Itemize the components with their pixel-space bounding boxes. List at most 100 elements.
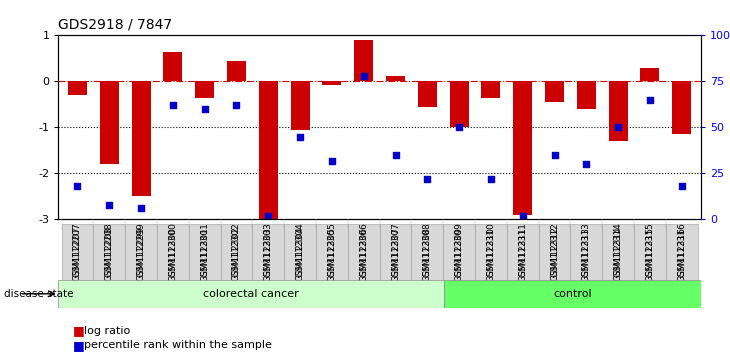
Text: log ratio: log ratio (84, 326, 130, 336)
Bar (291, 81, 310, 130)
Bar (412, 224, 443, 280)
Bar (577, 81, 596, 109)
Text: GSM112316: GSM112316 (677, 222, 686, 278)
Text: GSM112312: GSM112312 (550, 227, 559, 281)
Text: GSM112299: GSM112299 (137, 222, 145, 277)
Bar (100, 81, 119, 164)
Text: GSM112315: GSM112315 (645, 222, 654, 278)
Text: GDS2918 / 7847: GDS2918 / 7847 (58, 18, 172, 32)
Point (326, 158, 338, 164)
Point (104, 202, 115, 207)
Bar (58, 280, 444, 308)
Text: GSM112307: GSM112307 (391, 222, 400, 278)
Bar (386, 76, 405, 81)
Point (421, 176, 433, 182)
Point (199, 106, 210, 112)
Text: GSM112309: GSM112309 (455, 227, 464, 281)
Bar (323, 81, 342, 85)
Bar (61, 224, 93, 280)
Text: GSM112301: GSM112301 (200, 227, 210, 281)
Text: GSM112311: GSM112311 (518, 227, 527, 281)
Point (517, 213, 529, 219)
Text: GSM112309: GSM112309 (455, 222, 464, 278)
Text: GSM112314: GSM112314 (614, 227, 623, 281)
Text: ■: ■ (73, 325, 85, 337)
Bar (634, 224, 666, 280)
Text: GSM112304: GSM112304 (296, 227, 304, 281)
Text: GSM112305: GSM112305 (327, 227, 337, 281)
Text: GSM112208: GSM112208 (105, 227, 114, 281)
Text: GSM112299: GSM112299 (137, 227, 145, 281)
Text: GSM112315: GSM112315 (645, 227, 654, 281)
Point (644, 97, 656, 103)
Bar (316, 224, 347, 280)
Bar (570, 224, 602, 280)
Text: GSM112306: GSM112306 (359, 222, 368, 278)
Text: disease state: disease state (4, 289, 73, 299)
Bar (125, 224, 157, 280)
Text: GSM112304: GSM112304 (296, 222, 304, 277)
Bar (347, 224, 380, 280)
Point (263, 213, 274, 219)
Bar (444, 280, 701, 308)
Text: GSM112306: GSM112306 (359, 227, 368, 281)
Point (676, 183, 688, 189)
Bar (545, 81, 564, 102)
Text: GSM112313: GSM112313 (582, 227, 591, 281)
Text: GSM112207: GSM112207 (73, 227, 82, 281)
Text: GSM112208: GSM112208 (105, 222, 114, 277)
Bar (609, 81, 628, 141)
Text: percentile rank within the sample: percentile rank within the sample (84, 340, 272, 350)
Text: GSM112316: GSM112316 (677, 227, 686, 281)
Bar (258, 81, 278, 219)
Bar (284, 224, 316, 280)
Text: GSM112207: GSM112207 (73, 222, 82, 277)
Text: GSM112301: GSM112301 (200, 222, 210, 278)
Bar (131, 81, 150, 196)
Bar (513, 81, 532, 215)
Bar (475, 224, 507, 280)
Bar (481, 81, 501, 97)
Text: GSM112302: GSM112302 (232, 222, 241, 277)
Bar (93, 224, 125, 280)
Bar (450, 81, 469, 127)
Text: GSM112307: GSM112307 (391, 227, 400, 281)
Point (294, 134, 306, 139)
Bar (539, 224, 570, 280)
Bar (507, 224, 539, 280)
Text: control: control (553, 289, 591, 299)
Point (549, 152, 561, 158)
Bar (195, 81, 214, 97)
Bar (220, 224, 253, 280)
Point (167, 103, 179, 108)
Point (485, 176, 496, 182)
Text: GSM112300: GSM112300 (169, 227, 177, 281)
Text: GSM112302: GSM112302 (232, 227, 241, 281)
Text: GSM112311: GSM112311 (518, 222, 527, 278)
Point (612, 125, 624, 130)
Text: ■: ■ (73, 339, 85, 352)
Bar (672, 81, 691, 134)
Text: GSM112310: GSM112310 (486, 222, 496, 278)
Text: GSM112308: GSM112308 (423, 222, 432, 278)
Bar (443, 224, 475, 280)
Text: GSM112303: GSM112303 (264, 222, 273, 278)
Text: GSM112305: GSM112305 (327, 222, 337, 278)
Point (358, 73, 369, 79)
Text: GSM112310: GSM112310 (486, 227, 496, 281)
Point (231, 103, 242, 108)
Bar (666, 224, 698, 280)
Bar (380, 224, 412, 280)
Point (453, 125, 465, 130)
Text: GSM112300: GSM112300 (169, 222, 177, 278)
Bar (227, 61, 246, 81)
Text: colorectal cancer: colorectal cancer (203, 289, 299, 299)
Bar (253, 224, 284, 280)
Bar (189, 224, 220, 280)
Text: GSM112308: GSM112308 (423, 227, 432, 281)
Point (72, 183, 83, 189)
Bar (602, 224, 634, 280)
Bar (157, 224, 189, 280)
Bar (68, 81, 87, 95)
Bar (640, 68, 659, 81)
